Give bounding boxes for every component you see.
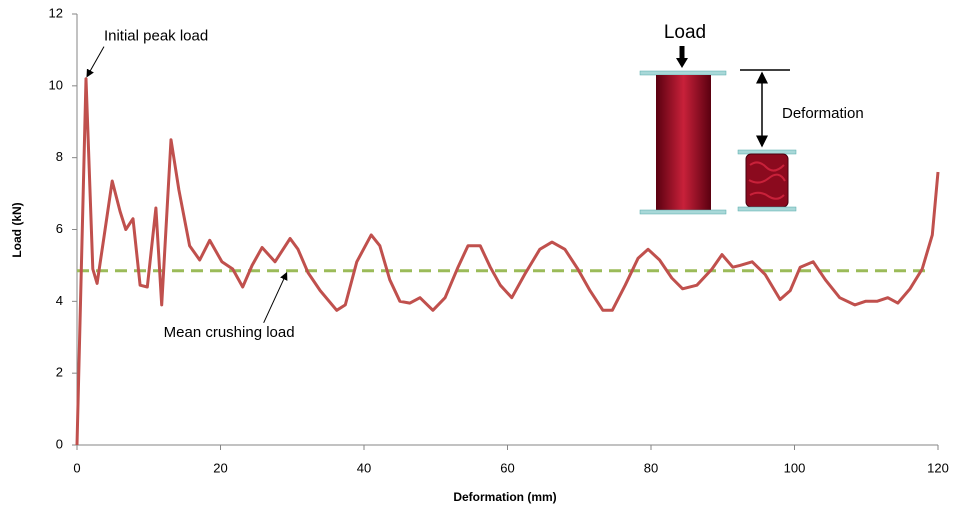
x-tick-label: 120 xyxy=(927,460,949,475)
deformation-label: Deformation xyxy=(782,105,864,122)
plate xyxy=(738,207,796,211)
x-axis-title: Deformation (mm) xyxy=(453,490,556,504)
y-tick-label: 8 xyxy=(56,149,63,164)
y-axis-title: Load (kN) xyxy=(10,202,24,257)
y-tick-label: 0 xyxy=(56,436,63,451)
y-tick-label: 10 xyxy=(49,77,63,92)
series-line xyxy=(77,79,938,445)
inset-diagram: Load Deformation xyxy=(640,22,864,214)
y-tick-label: 4 xyxy=(56,293,63,308)
y-tick-label: 6 xyxy=(56,221,63,236)
x-tick-label: 0 xyxy=(73,460,80,475)
specimen xyxy=(656,75,711,210)
chart: Deformation (mm) Load (kN) Load Deformat… xyxy=(0,0,954,510)
load-arrow-head xyxy=(676,58,688,68)
plate xyxy=(640,210,726,214)
x-tick-label: 100 xyxy=(784,460,806,475)
load-label: Load xyxy=(664,22,706,43)
annotation-arrow xyxy=(264,273,287,323)
y-tick-label: 2 xyxy=(56,365,63,380)
x-tick-label: 80 xyxy=(644,460,658,475)
annotation: Mean crushing load xyxy=(164,324,295,341)
x-tick-label: 20 xyxy=(213,460,227,475)
plate xyxy=(640,71,726,75)
annotation: Initial peak load xyxy=(104,28,208,45)
y-tick-label: 12 xyxy=(49,5,63,20)
x-tick-label: 40 xyxy=(357,460,371,475)
plate xyxy=(738,150,796,154)
x-tick-label: 60 xyxy=(500,460,514,475)
annotation-arrow xyxy=(87,47,104,77)
